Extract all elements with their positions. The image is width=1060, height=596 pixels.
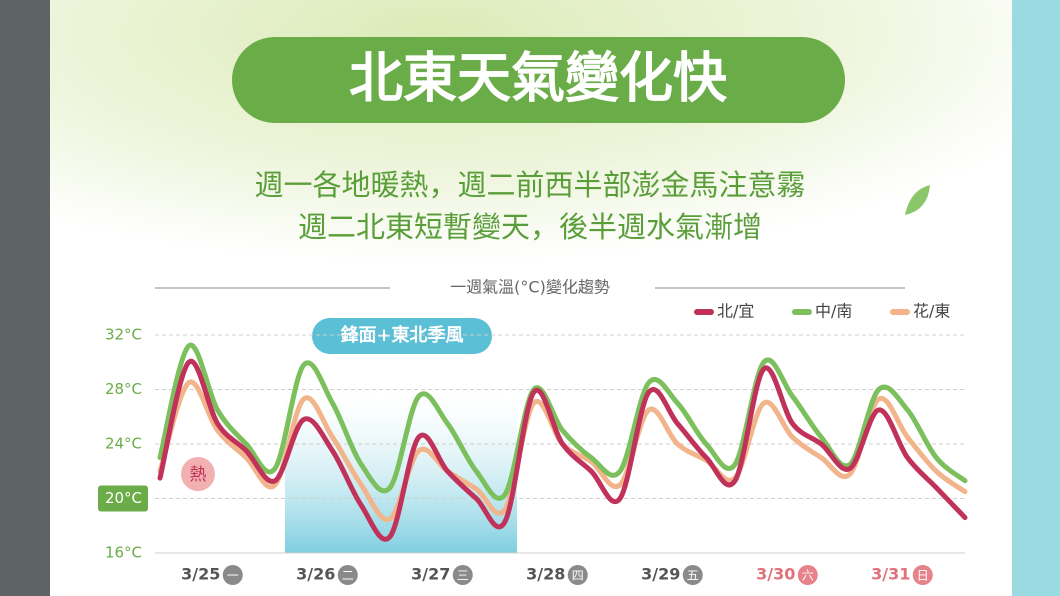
x-tick-label: 3/27 — [411, 565, 450, 584]
x-tick-label: 3/25 — [181, 565, 220, 584]
side-strip — [1010, 0, 1060, 596]
chart-title: 一週氣溫(°C)變化趨勢 — [450, 278, 610, 297]
x-tick-label: 3/31 — [871, 565, 910, 584]
subtitle: 週一各地暖熱，週二前西半部澎金馬注意霧 — [254, 168, 805, 202]
x-tick-label: 3/28 — [526, 565, 565, 584]
weekday-badge — [797, 565, 818, 585]
series-line — [157, 342, 968, 501]
weekday-label: 六 — [802, 569, 814, 583]
weekday-label: 二 — [342, 569, 354, 583]
front-band — [285, 395, 517, 553]
weekday-badge — [912, 565, 933, 585]
weekday-badge — [567, 565, 588, 585]
weekday-label: 四 — [572, 569, 584, 583]
x-tick-label: 3/26 — [296, 565, 335, 584]
legend-label: 中/南 — [815, 302, 852, 321]
weekday-label: 日 — [917, 569, 929, 583]
weekday-badge — [337, 565, 358, 585]
y-tick-label: 16°C — [105, 544, 142, 562]
weekday-label: 一 — [227, 569, 239, 583]
weekday-label: 五 — [687, 569, 699, 583]
annotation: 熱 — [190, 465, 207, 485]
weekday-badge — [682, 565, 703, 585]
series-line — [157, 358, 968, 542]
y-tick-label: 20°C — [105, 489, 142, 507]
tick-badge — [98, 485, 148, 512]
legend-label: 北/宜 — [717, 302, 754, 321]
legend-label: 花/東 — [913, 302, 950, 321]
leaf — [905, 185, 930, 215]
plot: 16°C 20°C 24°C 28°C 32°C 3/25 一 3/26 二 3/27 三 3/28 四… — [98, 302, 968, 585]
x-tick-label: 3/30 — [756, 565, 795, 584]
y-tick-label: 32°C — [105, 326, 142, 344]
x-tick-label: 3/29 — [641, 565, 680, 584]
y-tick-label: 24°C — [105, 435, 142, 453]
weekday-label: 三 — [457, 569, 469, 583]
title-pill — [232, 37, 845, 123]
subtitle: 週二北東短暫變天，後半週水氣漸增 — [298, 210, 762, 244]
hot-badge — [181, 457, 215, 491]
title: 北東天氣變化快 — [349, 47, 728, 110]
weekday-badge — [452, 565, 473, 585]
y-tick-label: 28°C — [105, 380, 142, 398]
weekday-badge — [222, 565, 243, 585]
annotation-pill — [312, 318, 492, 354]
